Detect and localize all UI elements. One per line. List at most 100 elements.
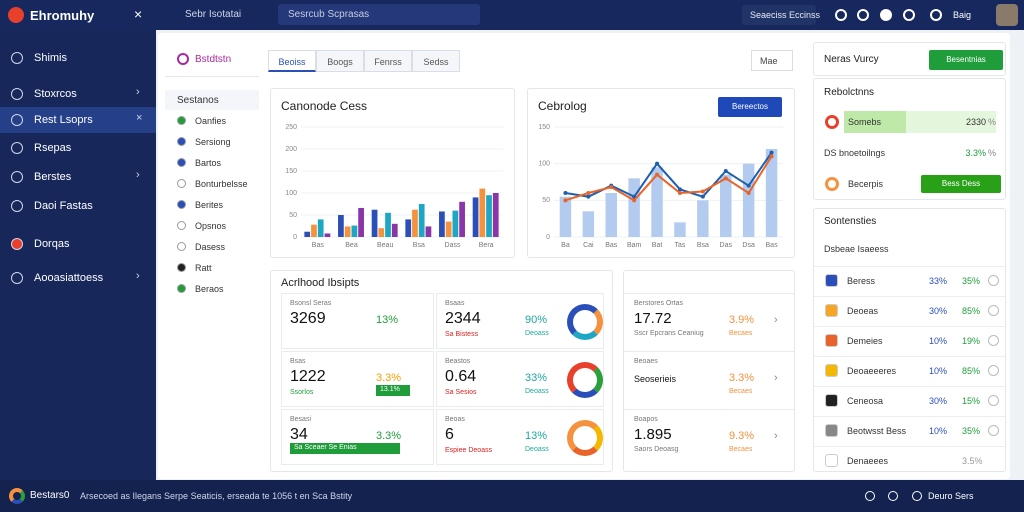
search-box[interactable]: Sesrcub Scprasas: [278, 4, 480, 25]
list-icon: [825, 304, 838, 317]
tab[interactable]: Beoiss: [268, 50, 316, 72]
bar: [628, 178, 640, 237]
x-tick-label: Bam: [627, 242, 642, 249]
insights-card: Acrlhood Ibsipts Bsonsl Seras 3269 13% Bsaas…: [270, 270, 613, 472]
nav-link[interactable]: Sebr Isotatai: [185, 9, 242, 20]
chevron: ›: [136, 169, 140, 181]
icon: [177, 179, 186, 188]
top-button[interactable]: Seaeciss Eccinss: [742, 5, 820, 25]
highlight-bar: [844, 111, 906, 133]
icon: [11, 272, 23, 284]
list-row[interactable]: Demeies 10% 19%: [814, 326, 1005, 354]
bar: [559, 196, 572, 237]
icon: [930, 9, 942, 21]
kpi-cell: Bsas 1222 Ssorlos 3.3% 13.1%: [281, 351, 434, 407]
y-tick-label: 150: [285, 168, 297, 175]
sidebar-item[interactable]: Rsepas: [0, 135, 156, 161]
tab[interactable]: Sedss: [412, 50, 460, 72]
footer-right[interactable]: Deuro Sers: [928, 491, 974, 501]
chevron: ›: [774, 430, 778, 442]
sidebar-item[interactable]: Berstes ›: [0, 164, 156, 190]
bar: [472, 197, 479, 237]
bar: [605, 193, 617, 237]
icon: [988, 305, 999, 316]
dropdown[interactable]: Mae: [751, 50, 793, 71]
chevron: ›: [136, 270, 140, 282]
right-button[interactable]: Besentnias: [929, 50, 1003, 70]
kpi-note: Deoass: [525, 446, 549, 453]
sidebar-label: Rest Lsoprs: [34, 114, 93, 126]
chevron: ›: [774, 314, 778, 326]
icon: [177, 116, 186, 125]
bar: [582, 211, 595, 237]
subnav-title: Bstdtstn: [195, 54, 232, 65]
line-point: [677, 187, 682, 192]
subnav-item[interactable]: Oanfies: [165, 111, 259, 131]
subnav-item[interactable]: Sersiong: [165, 132, 259, 152]
x-tick-label: Dass: [445, 242, 461, 249]
subnav-label: Oanfies: [195, 116, 227, 126]
sidebar-item[interactable]: Stoxrcos ›: [0, 81, 156, 107]
subnav-item[interactable]: Beraos: [165, 279, 259, 299]
summary-row[interactable]: Boapos 1.895 Saors Deoasg 9.3% Becaes ›: [624, 409, 794, 465]
list-row[interactable]: Beress 33% 35%: [814, 266, 1005, 294]
chart-title: Canonode Cess: [281, 99, 367, 113]
row-button[interactable]: Bess Dess: [921, 175, 1001, 193]
sidebar-item[interactable]: Aooasiattoess ›: [0, 265, 156, 291]
icon: [9, 488, 25, 504]
list-label: Denaeees: [847, 456, 889, 466]
line-point: [700, 194, 705, 199]
subnav-label: Beraos: [195, 284, 224, 294]
x-tick-label: Bera: [479, 242, 494, 249]
icon: [177, 137, 186, 146]
chart-button-label[interactable]: Bereectos: [732, 102, 768, 111]
list-row[interactable]: Ceneosa 30% 15%: [814, 386, 1005, 414]
kpi-label: Bsaas: [445, 300, 465, 307]
subnav-label: Ratt: [195, 263, 212, 273]
summary-row[interactable]: Beoaes Seoserieis 3.3% Becaes ›: [624, 351, 794, 407]
tab[interactable]: Boogs: [316, 50, 364, 72]
kpi-cell: Beoas 6 Espiee Deoass 13% Deoass: [436, 409, 604, 465]
icon: [177, 263, 186, 272]
sidebar-item[interactable]: Dorqas: [0, 231, 156, 257]
user-name[interactable]: Baig: [953, 10, 972, 20]
sidebar-item[interactable]: Daoi Fastas: [0, 193, 156, 219]
subnav-item[interactable]: Bartos: [165, 153, 259, 173]
summary-sub: Sscr Epcrans Ceaniug: [634, 330, 704, 337]
bar: [344, 226, 351, 237]
list-row[interactable]: Deoaeeeres 10% 85%: [814, 356, 1005, 384]
sidebar-label: Rsepas: [34, 142, 72, 154]
icon: [11, 238, 23, 250]
summary-change: 9.3%: [729, 430, 755, 442]
x-tick-label: Bea: [345, 242, 358, 249]
kpi-tag: 13.1%: [376, 385, 410, 396]
x-tick-label: Ba: [561, 242, 570, 249]
subnav-item[interactable]: Dasess: [165, 237, 259, 257]
sidebar-item[interactable]: Shimis: [0, 45, 156, 71]
list-subtitle: Dsbeae Isaeess: [824, 244, 889, 254]
list-label: Deoaeeeres: [847, 366, 897, 376]
y-tick-label: 0: [293, 234, 297, 241]
sidebar-item[interactable]: Rest Lsoprs ×: [0, 107, 156, 133]
summary-note: Becaes: [729, 388, 753, 395]
icon: [903, 9, 915, 21]
subnav-item[interactable]: Ratt: [165, 258, 259, 278]
subnav-item[interactable]: Bonturbelsse: [165, 174, 259, 194]
icon: [11, 200, 23, 212]
list-row[interactable]: Deoeas 30% 85%: [814, 296, 1005, 324]
icon: [857, 9, 869, 21]
list-value-a: 10%: [929, 336, 948, 346]
subnav-label: Bonturbelsse: [195, 179, 248, 189]
subnav-item[interactable]: Opsnos: [165, 216, 259, 236]
list-row[interactable]: Denaeees 3.5%: [814, 446, 1005, 474]
tab[interactable]: Fenrss: [364, 50, 412, 72]
list-row[interactable]: Beotwsst Bess 10% 35%: [814, 416, 1005, 444]
subnav-item[interactable]: Berites: [165, 195, 259, 215]
x-tick-label: Das: [720, 242, 733, 249]
icon: [11, 114, 23, 126]
summary-row[interactable]: Berstores Ortas 17.72 Sscr Epcrans Ceaniug…: [624, 293, 794, 349]
list-label: Ceneosa: [847, 396, 884, 406]
icon: [988, 395, 999, 406]
icon: [567, 362, 603, 398]
subnav-item[interactable]: Sestanos: [165, 90, 259, 110]
